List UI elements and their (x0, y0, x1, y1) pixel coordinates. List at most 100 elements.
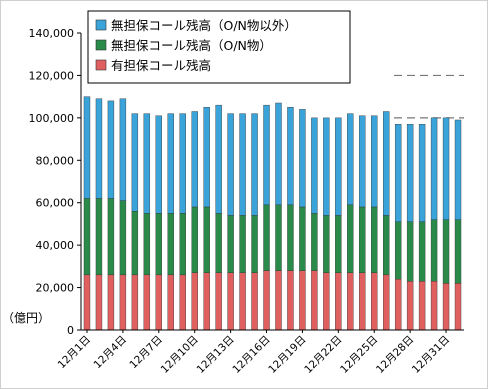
bar-secured (252, 273, 258, 330)
legend-swatch (96, 40, 106, 50)
bar-unsecured-on (96, 198, 102, 274)
y-tick-label: 120,000 (29, 69, 75, 82)
legend-label: 無担保コール残高（O/N物） (111, 38, 272, 53)
bar-secured (192, 273, 198, 330)
bar-secured (84, 275, 90, 330)
bar-unsecured-on (383, 215, 389, 274)
bar-unsecured-on (108, 198, 114, 274)
bar-unsecured-on (275, 205, 281, 271)
bar-secured (407, 281, 413, 330)
bar-secured (204, 273, 210, 330)
bar-unsecured-on (443, 220, 449, 284)
bar-unsecured-other (347, 114, 353, 205)
y-tick-label: 40,000 (36, 239, 75, 252)
bar-secured (275, 271, 281, 330)
bar-unsecured-other (431, 118, 437, 220)
bar-unsecured-on (419, 222, 425, 281)
bar-unsecured-other (108, 101, 114, 199)
bar-secured (431, 281, 437, 330)
y-tick-label: 100,000 (29, 112, 75, 125)
legend-swatch (96, 60, 106, 70)
bar-unsecured-other (455, 120, 461, 220)
bar-secured (216, 273, 222, 330)
bar-unsecured-other (84, 97, 90, 199)
bar-unsecured-other (132, 114, 138, 212)
bar-secured (311, 271, 317, 330)
bar-secured (371, 273, 377, 330)
bar-unsecured-other (252, 114, 258, 216)
bar-unsecured-on (371, 207, 377, 273)
bar-unsecured-other (96, 99, 102, 199)
bar-unsecured-on (240, 215, 246, 272)
bar-unsecured-other (419, 124, 425, 222)
bar-unsecured-other (216, 105, 222, 213)
bar-unsecured-on (228, 215, 234, 272)
bar-secured (132, 275, 138, 330)
bar-secured (240, 273, 246, 330)
bar-unsecured-on (455, 220, 461, 284)
bar-unsecured-on (299, 207, 305, 271)
bar-secured (180, 275, 186, 330)
bar-secured (96, 275, 102, 330)
bar-unsecured-other (192, 111, 198, 206)
bar-unsecured-other (287, 107, 293, 205)
bar-unsecured-other (240, 114, 246, 216)
bar-secured (347, 273, 353, 330)
bar-unsecured-other (335, 118, 341, 216)
bar-unsecured-other (120, 99, 126, 201)
bar-secured (168, 275, 174, 330)
bar-unsecured-on (287, 205, 293, 271)
bar-unsecured-on (180, 213, 186, 275)
bar-unsecured-other (228, 114, 234, 216)
bar-secured (299, 271, 305, 330)
bar-unsecured-on (347, 205, 353, 273)
bar-unsecured-on (204, 207, 210, 273)
bar-unsecured-other (323, 118, 329, 216)
bar-secured (287, 271, 293, 330)
bar-unsecured-on (252, 215, 258, 272)
bar-unsecured-other (383, 111, 389, 215)
bar-unsecured-on (192, 207, 198, 273)
bar-secured (264, 271, 270, 330)
bar-secured (323, 273, 329, 330)
bar-unsecured-on (407, 222, 413, 281)
bar-unsecured-other (168, 114, 174, 214)
bar-unsecured-other (443, 118, 449, 220)
bar-unsecured-other (275, 103, 281, 205)
bar-unsecured-on (311, 213, 317, 270)
bar-unsecured-on (264, 205, 270, 271)
y-axis-label: （億円） (2, 311, 50, 325)
bar-unsecured-on (156, 213, 162, 275)
bar-secured (156, 275, 162, 330)
bar-unsecured-other (371, 116, 377, 207)
y-tick-label: 140,000 (29, 27, 75, 40)
legend: 無担保コール残高（O/N物以外） 無担保コール残高（O/N物） 有担保コール残高 (88, 11, 350, 83)
bar-unsecured-other (299, 109, 305, 207)
bar-secured (383, 275, 389, 330)
bar-secured (359, 273, 365, 330)
bar-secured (335, 273, 341, 330)
bar-unsecured-on (216, 213, 222, 272)
bar-unsecured-other (204, 107, 210, 207)
y-tick-label: 60,000 (36, 197, 75, 210)
bar-unsecured-on (395, 222, 401, 279)
bar-unsecured-on (120, 201, 126, 275)
legend-swatch (96, 20, 106, 30)
bar-secured (228, 273, 234, 330)
bar-unsecured-on (335, 215, 341, 272)
y-tick-label: 20,000 (36, 282, 75, 295)
bar-unsecured-other (407, 124, 413, 222)
bar-secured (419, 281, 425, 330)
bar-unsecured-other (311, 118, 317, 213)
bar-unsecured-on (144, 213, 150, 275)
y-tick-label: 80,000 (36, 154, 75, 167)
bar-unsecured-on (84, 198, 90, 274)
legend-label: 無担保コール残高（O/N物以外） (111, 18, 297, 33)
bar-secured (455, 283, 461, 330)
bar-unsecured-on (431, 220, 437, 282)
bar-unsecured-other (395, 124, 401, 222)
bar-unsecured-on (359, 207, 365, 273)
bar-unsecured-other (156, 116, 162, 214)
bar-secured (108, 275, 114, 330)
